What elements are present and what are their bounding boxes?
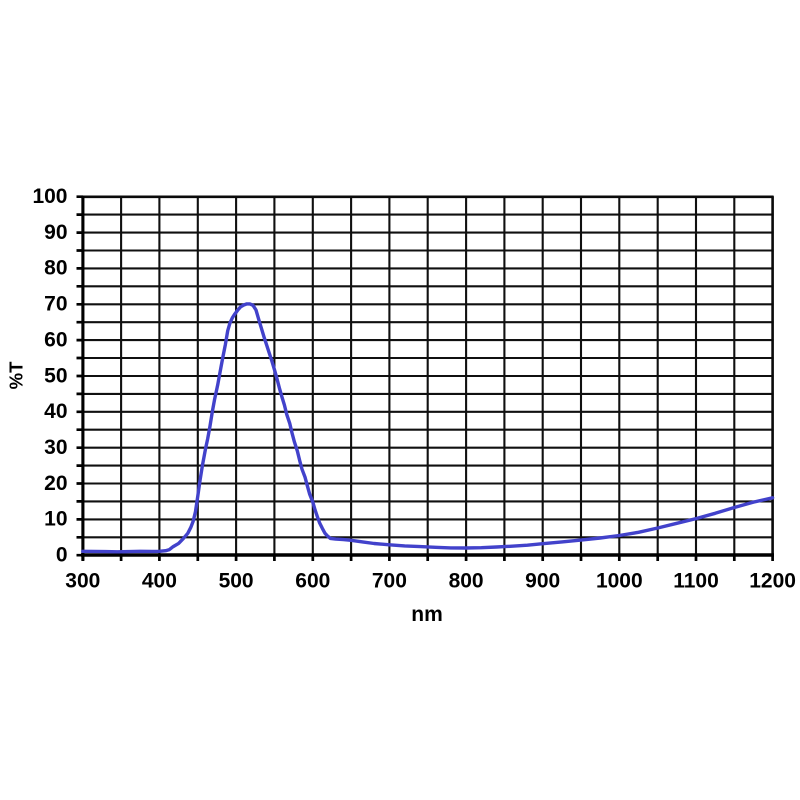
svg-text:70: 70 [44, 293, 67, 316]
svg-text:900: 900 [525, 570, 560, 593]
svg-text:90: 90 [44, 221, 67, 244]
svg-text:1200: 1200 [749, 570, 796, 593]
svg-text:nm: nm [411, 603, 443, 626]
svg-text:600: 600 [295, 570, 330, 593]
svg-text:0: 0 [56, 544, 68, 567]
svg-text:1000: 1000 [596, 570, 643, 593]
svg-text:500: 500 [219, 570, 254, 593]
svg-text:10: 10 [44, 508, 67, 531]
svg-text:40: 40 [44, 400, 67, 423]
svg-text:100: 100 [32, 185, 67, 208]
svg-text:1100: 1100 [673, 570, 719, 593]
svg-text:700: 700 [372, 570, 407, 593]
svg-text:50: 50 [44, 364, 67, 387]
svg-text:800: 800 [449, 570, 484, 593]
svg-text:%T: %T [6, 361, 27, 389]
svg-text:20: 20 [44, 472, 67, 495]
svg-text:300: 300 [65, 570, 100, 593]
svg-text:400: 400 [142, 570, 177, 593]
svg-text:30: 30 [44, 436, 67, 459]
svg-text:80: 80 [44, 257, 67, 280]
svg-text:60: 60 [44, 328, 67, 351]
